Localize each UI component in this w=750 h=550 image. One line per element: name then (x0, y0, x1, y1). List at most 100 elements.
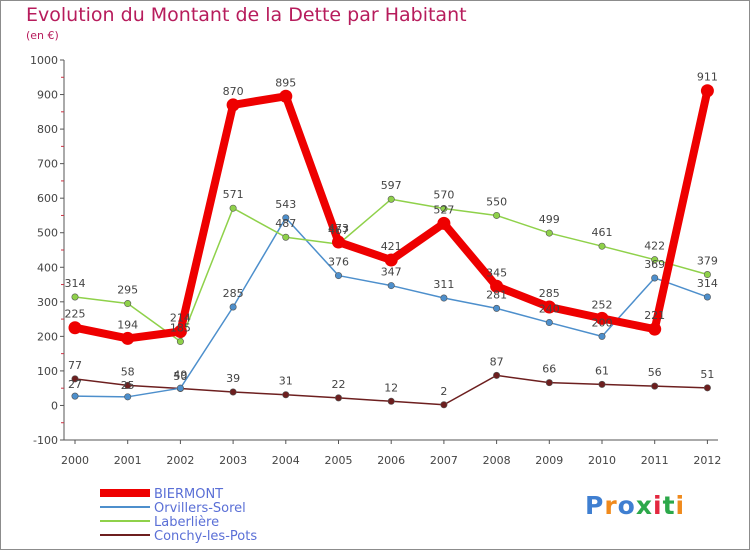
x-tick-label: 2006 (377, 454, 405, 467)
data-label: 461 (592, 226, 613, 239)
data-point (226, 98, 240, 112)
data-point (700, 84, 714, 98)
data-point (542, 300, 556, 314)
x-tick-label: 2003 (219, 454, 247, 467)
x-tick-label: 2011 (641, 454, 669, 467)
data-label: 379 (697, 255, 718, 268)
data-point (229, 303, 237, 311)
data-label: 27 (68, 378, 82, 391)
data-label: 543 (275, 198, 296, 211)
y-tick-label: 500 (37, 227, 58, 240)
data-point (490, 279, 504, 293)
y-tick-label: -100 (33, 434, 58, 447)
y-tick-label: 900 (37, 89, 58, 102)
data-point (545, 319, 553, 327)
legend-label: Laberlière (154, 515, 219, 530)
x-tick-label: 2002 (166, 454, 194, 467)
data-point (440, 294, 448, 302)
data-point (651, 274, 659, 282)
y-tick-label: 800 (37, 123, 58, 136)
data-point (176, 338, 184, 346)
data-label: 31 (279, 375, 293, 388)
data-label: 185 (170, 322, 191, 335)
y-tick-label: 1000 (30, 54, 58, 67)
data-point (124, 300, 132, 308)
legend-label: Orvillers-Sorel (154, 501, 246, 516)
y-tick-label: 200 (37, 330, 58, 343)
data-point (651, 256, 659, 264)
data-point (598, 380, 606, 388)
data-label: 345 (486, 266, 507, 279)
series-line (71, 86, 712, 343)
data-point (598, 242, 606, 250)
data-label: 376 (328, 256, 349, 269)
data-point (493, 371, 501, 379)
x-tick-label: 2004 (272, 454, 300, 467)
data-label: 570 (433, 189, 454, 202)
y-tick-label: 600 (37, 192, 58, 205)
data-point (279, 89, 293, 103)
legend-label: Conchy-les-Pots (154, 529, 257, 544)
data-label: 487 (275, 217, 296, 230)
data-point (493, 211, 501, 219)
data-point (71, 293, 79, 301)
y-tick-label: 100 (37, 365, 58, 378)
data-label: 285 (539, 287, 560, 300)
data-label: 194 (117, 318, 138, 331)
data-label: 422 (644, 240, 665, 253)
data-point (121, 331, 135, 345)
data-label: 895 (275, 76, 296, 89)
chart-title: Evolution du Montant de la Dette par Hab… (26, 4, 467, 26)
data-label: 499 (539, 213, 560, 226)
x-tick-label: 2008 (483, 454, 511, 467)
data-point (703, 293, 711, 301)
data-label: 87 (490, 355, 504, 368)
data-point (282, 391, 290, 399)
data-label: 911 (697, 71, 718, 84)
data-label: 252 (592, 298, 613, 311)
data-label: 50 (173, 370, 187, 383)
x-tick-label: 2005 (325, 454, 353, 467)
data-point (282, 214, 290, 222)
data-label: 58 (121, 365, 135, 378)
data-label: 200 (592, 316, 613, 329)
data-point (387, 397, 395, 405)
data-point (387, 195, 395, 203)
y-tick-label: 0 (51, 399, 58, 412)
x-tick-label: 2007 (430, 454, 458, 467)
data-label: 2 (440, 385, 447, 398)
data-point (334, 272, 342, 280)
data-point (493, 304, 501, 312)
data-label: 870 (223, 85, 244, 98)
proxiti-logo: Proxiti (585, 491, 686, 520)
data-label: 467 (328, 224, 349, 237)
data-label: 285 (223, 287, 244, 300)
data-label: 39 (226, 372, 240, 385)
data-point (173, 325, 187, 339)
x-tick-label: 2000 (61, 454, 89, 467)
data-label: 221 (644, 309, 665, 322)
data-label: 77 (68, 359, 82, 372)
data-label: 225 (65, 308, 86, 321)
data-point (598, 332, 606, 340)
data-label: 473 (328, 222, 349, 235)
data-label: 25 (121, 379, 135, 392)
data-label: 56 (648, 366, 662, 379)
y-tick-label: 400 (37, 261, 58, 274)
data-label: 311 (433, 278, 454, 291)
unit-label: (en €) (26, 29, 59, 42)
data-label: 571 (223, 188, 244, 201)
x-tick-label: 2001 (114, 454, 142, 467)
legend-label: BIERMONT (154, 487, 223, 502)
data-label: 550 (486, 195, 507, 208)
data-label: 597 (381, 179, 402, 192)
data-label: 66 (542, 363, 556, 376)
data-point (648, 322, 662, 336)
data-point (384, 253, 398, 267)
data-label: 369 (644, 258, 665, 271)
data-point (437, 216, 451, 230)
data-point (387, 282, 395, 290)
data-point (703, 384, 711, 392)
